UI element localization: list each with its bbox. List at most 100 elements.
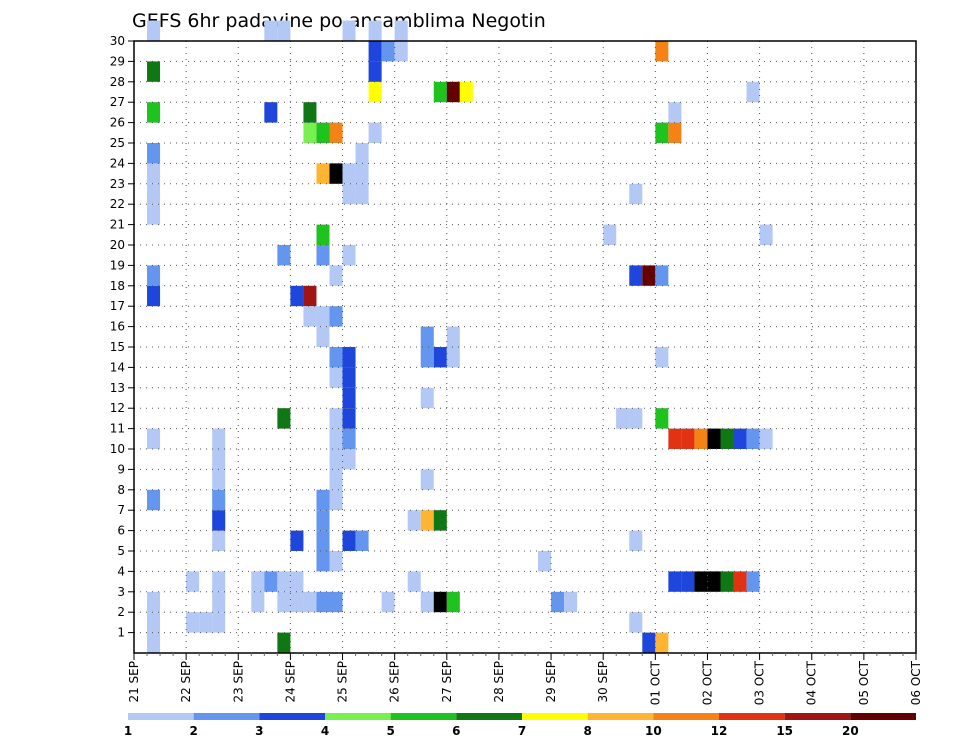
heatmap-cell [720,428,734,449]
heatmap-cell [394,41,408,62]
heatmap-cell [342,428,356,449]
heatmap-cell [147,632,161,653]
x-tick-label: 28 SEP [492,661,506,703]
x-tick-label: 01 OCT [648,660,662,705]
x-axis: 21 SEP 22 SEP 23 SEP 24 SEP 25 SEP 26 SEP 27 S… [127,653,923,705]
heatmap-cell [212,591,226,613]
heatmap-cell [303,591,317,613]
colorbar-label: 20 [842,724,859,738]
heatmap-cell [759,224,773,245]
heatmap-cell [746,571,760,592]
heatmap-cell [342,408,356,429]
heatmap-cell [707,571,721,592]
heatmap-cell [342,449,356,470]
heatmap-cell [251,571,265,592]
heatmap-cell [277,20,291,41]
heatmap-cell [329,367,343,388]
heatmap-cell [303,122,317,143]
grid-lines [134,40,916,653]
colorbar-label: 12 [711,724,728,738]
heatmap-cell [212,571,226,592]
colorbar-label: 4 [321,724,329,738]
heatmap-cell [147,61,161,82]
heatmap-cell [733,571,747,592]
y-tick-label: 5 [117,544,125,558]
heatmap-cell [212,612,226,633]
heatmap-cell [212,489,226,511]
heatmap-cell [629,183,643,205]
heatmap-cell [746,428,760,449]
y-tick-label: 24 [110,156,125,170]
heatmap-cell [329,122,343,143]
heatmap-cell [290,530,304,551]
heatmap-cell [303,102,317,123]
heatmap-cell [212,530,226,551]
y-tick-label: 4 [117,564,125,578]
y-tick-label: 28 [110,75,125,89]
heatmap-cell [147,285,161,307]
heatmap-cell [329,347,343,368]
heatmap-cell [629,612,643,633]
y-tick-label: 25 [110,136,125,150]
heatmap-cell [186,571,200,592]
y-tick-label: 30 [110,34,125,48]
heatmap-cell [681,428,695,449]
y-tick-label: 9 [117,462,125,476]
heatmap-cell [277,245,291,266]
colorbar-label: 2 [189,724,197,738]
heatmap-cell [199,612,213,633]
heatmap-cell [420,326,434,347]
y-tick-label: 6 [117,524,125,538]
heatmap-cell [342,20,356,41]
y-tick-label: 1 [117,626,125,640]
colorbar-segment [719,713,785,720]
heatmap-cell [655,632,669,653]
y-tick-label: 18 [110,279,125,293]
x-tick-label: 22 SEP [179,661,193,703]
x-tick-label: 04 OCT [805,660,819,705]
heatmap-cell [147,591,161,613]
y-tick-label: 13 [110,381,125,395]
heatmap-cell [420,347,434,368]
heatmap-cell [446,81,460,103]
y-tick-label: 8 [117,483,125,497]
colorbar-segment [653,713,719,720]
heatmap-cell [316,245,330,266]
heatmap-cell [147,489,161,511]
heatmap-cell [251,591,265,613]
heatmap-cell [655,41,669,62]
heatmap-cell [368,41,382,62]
heatmap-cell [329,163,343,184]
heatmap-cell [629,530,643,551]
colorbar: 1 2 3 4 5 6 7 8 10 12 15 20 [124,713,916,738]
chart-title: GEFS 6hr padavine po ansamblima Negotin [132,10,546,32]
colorbar-segment [587,713,654,720]
colorbar-label: 6 [452,724,460,738]
heatmap-cell [329,591,343,613]
colorbar-label: 15 [776,724,793,738]
x-tick-label: 21 SEP [127,661,141,703]
heatmap-cell [368,61,382,82]
heatmap-cell [147,163,161,184]
heatmap-cell [264,102,278,123]
heatmap-cell [290,285,304,307]
heatmap-cell [264,20,278,41]
heatmap-cell [446,591,460,613]
heatmap-cell [342,183,356,205]
x-tick-label: 27 SEP [440,661,454,703]
heatmap-cell [277,408,291,429]
y-tick-label: 20 [110,238,125,252]
heatmap-cell [394,20,408,41]
colorbar-segment [784,713,851,720]
heatmap-cell [186,612,200,633]
heatmap-cell [342,347,356,368]
colorbar-segment [259,713,325,720]
heatmap-cell [694,571,708,592]
heatmap-cell [212,469,226,490]
heatmap-cell [147,183,161,205]
x-tick-label: 30 SEP [596,661,610,703]
heatmap-cell [316,551,330,572]
heatmap-cell [368,81,382,103]
heatmap-cell [342,163,356,184]
y-axis: 1234567891011121314151617181920212223242… [110,34,134,640]
